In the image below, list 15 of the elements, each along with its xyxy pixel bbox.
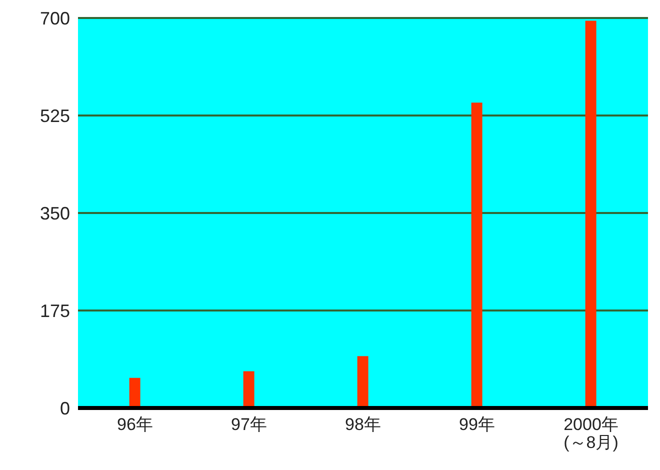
bar bbox=[357, 356, 368, 408]
bar bbox=[129, 378, 140, 408]
x-tick-label: 97年 bbox=[231, 415, 267, 434]
bar bbox=[471, 102, 482, 408]
y-tick-label: 0 bbox=[60, 398, 70, 418]
y-tick-label: 175 bbox=[40, 300, 70, 321]
y-tick-label: 525 bbox=[40, 106, 70, 126]
x-tick-label: 2000年 (～8月) bbox=[564, 415, 618, 452]
bar bbox=[243, 371, 254, 408]
x-tick-label: 96年 bbox=[117, 415, 153, 434]
y-tick-label: 350 bbox=[40, 203, 70, 224]
x-tick-label: 99年 bbox=[459, 415, 495, 434]
bar bbox=[585, 20, 596, 408]
y-tick-label: 700 bbox=[40, 8, 70, 28]
x-tick-label: 98年 bbox=[345, 415, 381, 434]
